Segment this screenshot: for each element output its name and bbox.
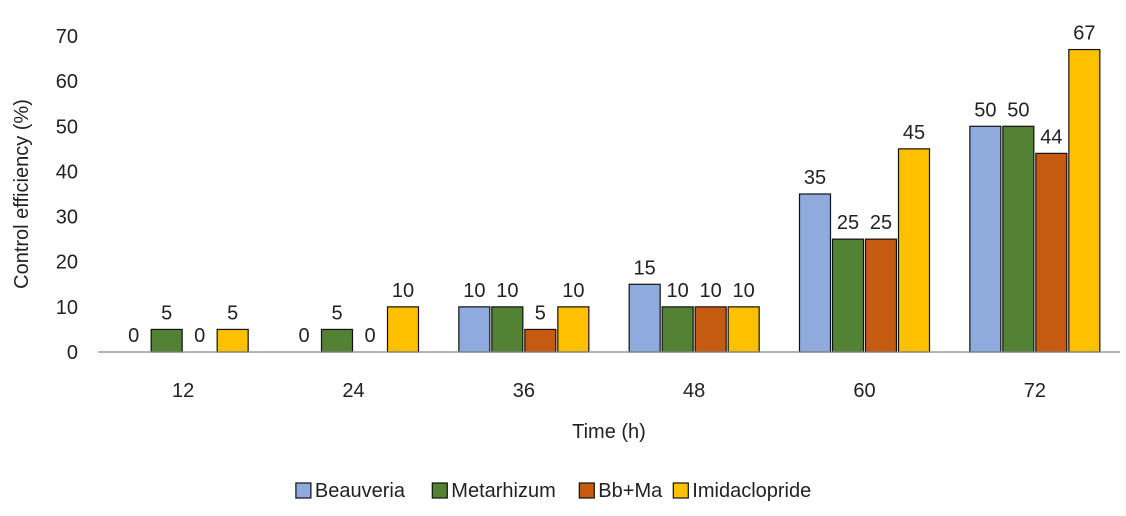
- x-axis-title: Time (h): [572, 421, 646, 443]
- x-tick-label: 12: [172, 380, 194, 402]
- data-label: 10: [392, 280, 414, 302]
- data-label: 0: [194, 325, 205, 347]
- bar: [216, 328, 249, 353]
- data-label: 50: [974, 99, 996, 121]
- data-label: 15: [634, 257, 656, 279]
- y-axis-title: Control efficiency (%): [11, 99, 33, 289]
- legend-swatch: [672, 482, 689, 499]
- bar: [661, 306, 694, 353]
- x-tick-label: 36: [513, 380, 535, 402]
- bar: [694, 306, 727, 353]
- data-label: 10: [733, 280, 755, 302]
- data-label: 10: [667, 280, 689, 302]
- y-tick-label: 70: [56, 26, 78, 48]
- data-label: 5: [331, 302, 342, 324]
- data-label: 50: [1007, 99, 1029, 121]
- data-label: 25: [837, 212, 859, 234]
- bar: [491, 306, 524, 353]
- bar: [557, 306, 590, 353]
- legend: Beauveria Metarhizum Bb+Ma Imidaclopride: [295, 480, 811, 502]
- data-label: 0: [128, 325, 139, 347]
- y-tick-label: 60: [56, 71, 78, 93]
- bar: [969, 125, 1002, 353]
- data-label: 10: [700, 280, 722, 302]
- bar: [386, 306, 420, 353]
- y-tick-label: 20: [56, 252, 78, 274]
- legend-label: Metarhizum: [451, 480, 555, 502]
- data-label: 67: [1073, 23, 1095, 45]
- bar: [524, 328, 557, 353]
- y-axis-ticks: 0 10 20 30 40 50 60 70: [56, 26, 78, 364]
- y-tick-label: 10: [56, 297, 78, 319]
- legend-label: Beauveria: [315, 480, 406, 502]
- legend-label: Bb+Ma: [598, 480, 663, 502]
- legend-label: Imidaclopride: [692, 480, 811, 502]
- y-tick-label: 0: [67, 342, 78, 364]
- x-tick-label: 24: [342, 380, 364, 402]
- bar: [864, 238, 898, 353]
- data-label: 10: [496, 280, 518, 302]
- y-tick-label: 50: [56, 116, 78, 138]
- data-label: 5: [535, 302, 546, 324]
- legend-swatch: [578, 482, 595, 499]
- data-label: 45: [903, 122, 925, 144]
- y-tick-label: 30: [56, 207, 78, 229]
- bar: [1002, 125, 1035, 353]
- bar: [150, 328, 183, 353]
- data-label: 25: [870, 212, 892, 234]
- legend-swatch: [431, 482, 448, 499]
- data-label: 10: [562, 280, 584, 302]
- x-tick-label: 72: [1024, 380, 1046, 402]
- data-label: 35: [804, 167, 826, 189]
- data-label: 44: [1040, 126, 1062, 148]
- bar: [1068, 48, 1101, 353]
- x-tick-label: 48: [683, 380, 705, 402]
- bars: [150, 48, 1101, 353]
- bar: [458, 306, 491, 353]
- bar: [1035, 152, 1068, 353]
- bar: [897, 148, 931, 353]
- bar: [628, 283, 661, 353]
- bar: [798, 193, 832, 353]
- data-label: 0: [364, 325, 375, 347]
- bar: [727, 306, 760, 353]
- x-tick-label: 60: [853, 380, 875, 402]
- data-label: 5: [161, 302, 172, 324]
- legend-swatch: [295, 482, 312, 499]
- bar: [320, 328, 354, 353]
- data-label: 5: [227, 302, 238, 324]
- data-label: 0: [298, 325, 309, 347]
- bar: [831, 238, 865, 353]
- data-label: 10: [463, 280, 485, 302]
- x-axis-ticks: 12 24 36 48 60 72: [172, 380, 1046, 402]
- y-tick-label: 40: [56, 161, 78, 183]
